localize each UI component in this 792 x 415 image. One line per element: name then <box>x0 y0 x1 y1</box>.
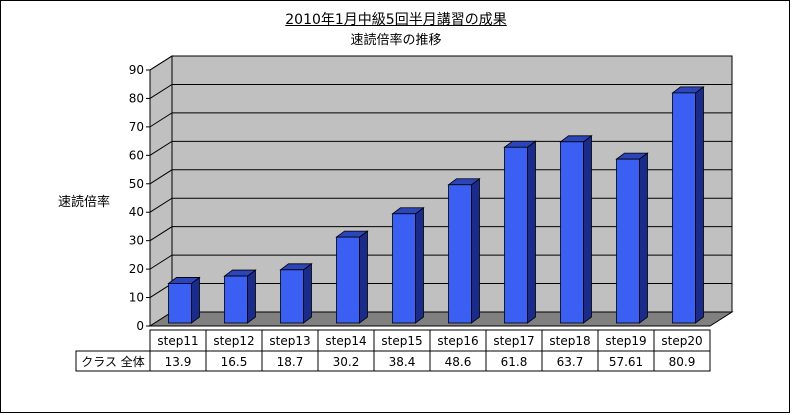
bar-side <box>415 206 424 324</box>
bar <box>503 140 537 324</box>
data-value-label: 48.6 <box>445 355 472 369</box>
bar <box>335 230 369 324</box>
bar-side <box>695 86 704 324</box>
bar-side <box>191 276 200 324</box>
gridline <box>149 112 732 128</box>
category-label: step19 <box>605 334 646 348</box>
bar-front <box>672 92 696 324</box>
bar <box>615 152 649 324</box>
bar-side <box>303 263 312 324</box>
bar-front <box>280 269 304 324</box>
y-tick-label: 60 <box>129 148 144 162</box>
bar-front <box>616 158 640 324</box>
gridline <box>149 226 732 242</box>
bar <box>559 135 593 324</box>
bar-front <box>224 275 248 324</box>
bar-front <box>168 283 192 324</box>
category-label: step13 <box>269 334 310 348</box>
bar <box>391 206 425 324</box>
y-tick-label: 40 <box>129 205 144 219</box>
data-table: step11 step12 step13 step14 step15 step16 step… <box>75 329 711 372</box>
data-value-label: 57.61 <box>609 355 643 369</box>
gridline <box>149 55 732 71</box>
data-value-label: 30.2 <box>333 355 360 369</box>
bar-side <box>639 152 648 324</box>
category-label: step12 <box>213 334 254 348</box>
bar-side <box>527 140 536 324</box>
gridline <box>149 140 732 156</box>
bar <box>167 276 201 324</box>
y-tick-label: 90 <box>129 63 144 77</box>
data-value-label: 61.8 <box>501 355 528 369</box>
category-label: step20 <box>661 334 702 348</box>
y-tick-label: 50 <box>129 177 144 191</box>
gridline <box>149 83 732 99</box>
data-value-label: 80.9 <box>669 355 696 369</box>
y-tick-label: 20 <box>129 262 144 276</box>
bar <box>671 86 705 324</box>
category-label: step16 <box>437 334 478 348</box>
data-value-label: 16.5 <box>221 355 248 369</box>
category-label: step15 <box>381 334 422 348</box>
category-label: step17 <box>493 334 534 348</box>
bar-side <box>583 135 592 324</box>
bar-front <box>392 213 416 324</box>
bar <box>447 177 481 324</box>
chart-subtitle: 速読倍率の推移 <box>350 33 442 48</box>
bar-side <box>471 177 480 324</box>
gridline <box>149 169 732 185</box>
y-axis-label: 速読倍率 <box>58 195 111 210</box>
y-tick-label: 30 <box>129 234 144 248</box>
chart-title: 2010年1月中級5回半月講習の成果 <box>285 12 507 28</box>
y-tick-label: 80 <box>129 91 144 105</box>
bars <box>167 86 705 324</box>
y-tick-label: 10 <box>129 291 144 305</box>
y-tick-label: 0 <box>136 319 144 333</box>
data-value-label: 18.7 <box>277 355 304 369</box>
gridline <box>149 254 732 270</box>
bar <box>279 263 313 324</box>
bar-side <box>247 269 256 324</box>
series-name: クラス 全体 <box>81 354 145 369</box>
bar-front <box>448 184 472 324</box>
data-value-label: 38.4 <box>389 355 416 369</box>
category-label: step14 <box>325 334 366 348</box>
grid-lines <box>146 55 732 327</box>
gridline <box>149 197 732 213</box>
data-value-label: 13.9 <box>165 355 192 369</box>
bar-front <box>336 236 360 324</box>
bar-front <box>560 141 584 324</box>
bar-front <box>504 146 528 324</box>
bar-side <box>359 230 368 324</box>
category-label: step18 <box>549 334 590 348</box>
bar <box>223 269 257 324</box>
data-value-label: 63.7 <box>557 355 584 369</box>
y-tick-labels: 0 10 20 30 40 50 60 70 80 90 <box>129 63 144 333</box>
y-tick-label: 70 <box>129 120 144 134</box>
category-label: step11 <box>157 334 198 348</box>
